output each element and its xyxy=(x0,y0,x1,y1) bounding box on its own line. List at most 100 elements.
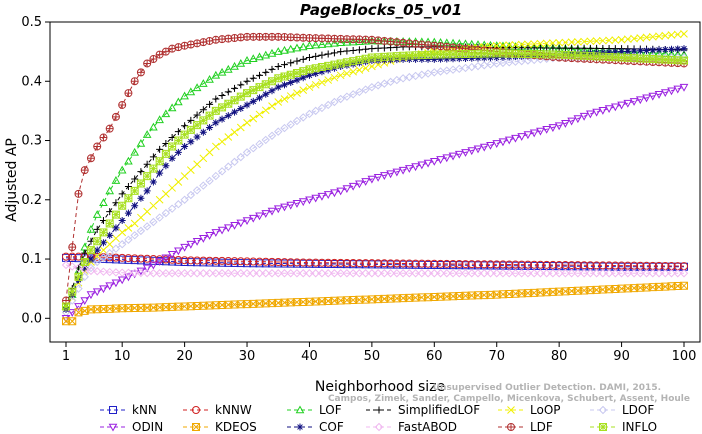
data-point-fastabod xyxy=(473,269,483,278)
data-point-ldf xyxy=(118,100,127,109)
data-point-odin xyxy=(392,168,402,177)
data-point-fastabod xyxy=(392,269,402,278)
data-point-loop xyxy=(361,64,370,73)
data-point-fastabod xyxy=(461,269,470,278)
data-point-fastabod xyxy=(136,268,146,278)
data-point-odin xyxy=(586,110,595,119)
data-point-loop xyxy=(261,106,270,115)
data-point-knnw xyxy=(230,257,239,266)
data-point-lof xyxy=(267,48,277,57)
data-point-odin xyxy=(142,264,152,273)
data-point-knnw xyxy=(480,260,489,269)
data-point-lof xyxy=(273,47,283,55)
data-point-simplifiedlof xyxy=(124,182,132,190)
data-point-cof xyxy=(124,209,132,217)
data-point-lof xyxy=(174,97,183,106)
data-point-odin xyxy=(61,314,71,323)
data-point-knnw xyxy=(592,261,601,270)
data-point-inflo xyxy=(342,58,351,67)
data-point-ldof xyxy=(136,226,146,236)
data-point-simplifiedlof xyxy=(343,47,351,55)
data-point-fastabod xyxy=(648,269,657,278)
data-point-fastabod xyxy=(511,269,520,278)
data-point-simplifiedlof xyxy=(156,145,164,153)
data-point-fastabod xyxy=(448,269,458,278)
data-point-fastabod xyxy=(211,269,221,278)
data-point-simplifiedlof xyxy=(368,45,376,53)
data-point-fastabod xyxy=(255,269,264,278)
watermark-line-2: Campos, Zimek, Sander, Campello, Micenko… xyxy=(328,394,690,404)
data-point-ldof xyxy=(224,162,233,171)
x-tick-label: 30 xyxy=(239,349,256,364)
legend-marker-knnw xyxy=(192,406,200,414)
data-point-cof xyxy=(493,54,501,62)
data-point-loop xyxy=(286,92,295,100)
data-point-odin xyxy=(124,273,133,282)
data-point-odin xyxy=(429,157,439,166)
data-point-knnw xyxy=(523,260,532,269)
data-point-knnw xyxy=(305,258,314,267)
data-point-loop xyxy=(343,69,351,78)
data-point-simplifiedlof xyxy=(218,91,226,99)
data-point-odin xyxy=(86,291,96,300)
data-point-inflo xyxy=(105,219,114,228)
data-point-loop xyxy=(193,160,201,169)
data-point-cof xyxy=(486,54,494,62)
data-point-inflo xyxy=(324,61,333,70)
data-point-fastabod xyxy=(505,269,514,278)
data-point-cof xyxy=(274,83,282,91)
data-point-lof xyxy=(248,54,258,63)
data-point-odin xyxy=(554,122,564,131)
data-point-ldof xyxy=(498,58,508,68)
data-point-ldof xyxy=(236,152,245,162)
data-point-loop xyxy=(330,73,339,82)
legend-marker-knn xyxy=(109,406,117,414)
data-point-loop xyxy=(293,89,301,97)
legend-marker-odin xyxy=(108,423,118,432)
data-point-cof xyxy=(312,70,320,78)
data-point-fastabod xyxy=(199,269,208,278)
data-point-lof xyxy=(330,38,339,47)
data-point-inflo xyxy=(292,68,301,77)
data-point-cof xyxy=(655,46,663,54)
x-tick-label: 20 xyxy=(176,349,193,364)
data-point-knnw xyxy=(392,259,401,268)
data-point-odin xyxy=(192,237,202,246)
data-point-loop xyxy=(617,35,626,44)
data-point-cof xyxy=(474,54,482,62)
data-point-ldof xyxy=(242,148,252,157)
legend-label-ldof: LDOF xyxy=(622,403,654,417)
legend-label-lof: LOF xyxy=(319,403,342,417)
data-point-ldof xyxy=(311,106,320,116)
data-point-ldof xyxy=(149,217,158,227)
data-point-odin xyxy=(679,83,689,92)
data-point-odin xyxy=(423,159,433,168)
data-point-ldof xyxy=(280,123,289,133)
data-point-odin xyxy=(323,191,333,199)
data-point-ldof xyxy=(180,195,189,204)
data-point-fastabod xyxy=(105,267,114,277)
data-point-knnw xyxy=(399,259,408,268)
data-point-cof xyxy=(624,47,632,55)
data-point-fastabod xyxy=(74,263,83,273)
data-point-fastabod xyxy=(611,269,620,278)
data-point-fastabod xyxy=(286,269,295,278)
data-point-ldf xyxy=(205,36,214,45)
data-point-fastabod xyxy=(586,269,595,278)
data-point-knnw xyxy=(449,259,458,268)
data-point-odin xyxy=(236,219,246,228)
data-point-simplifiedlof xyxy=(355,46,363,54)
data-point-odin xyxy=(336,187,346,196)
data-point-loop xyxy=(280,95,289,103)
data-point-loop xyxy=(536,39,545,48)
x-tick-label: 100 xyxy=(672,349,697,364)
data-point-knnw xyxy=(492,260,501,269)
data-point-fastabod xyxy=(367,269,377,278)
data-point-fastabod xyxy=(542,269,551,278)
data-point-inflo xyxy=(261,80,270,89)
data-point-fastabod xyxy=(423,269,433,278)
data-point-simplifiedlof xyxy=(362,45,370,53)
data-point-inflo xyxy=(286,70,295,79)
data-point-lof xyxy=(205,74,214,83)
data-point-inflo xyxy=(317,63,326,72)
